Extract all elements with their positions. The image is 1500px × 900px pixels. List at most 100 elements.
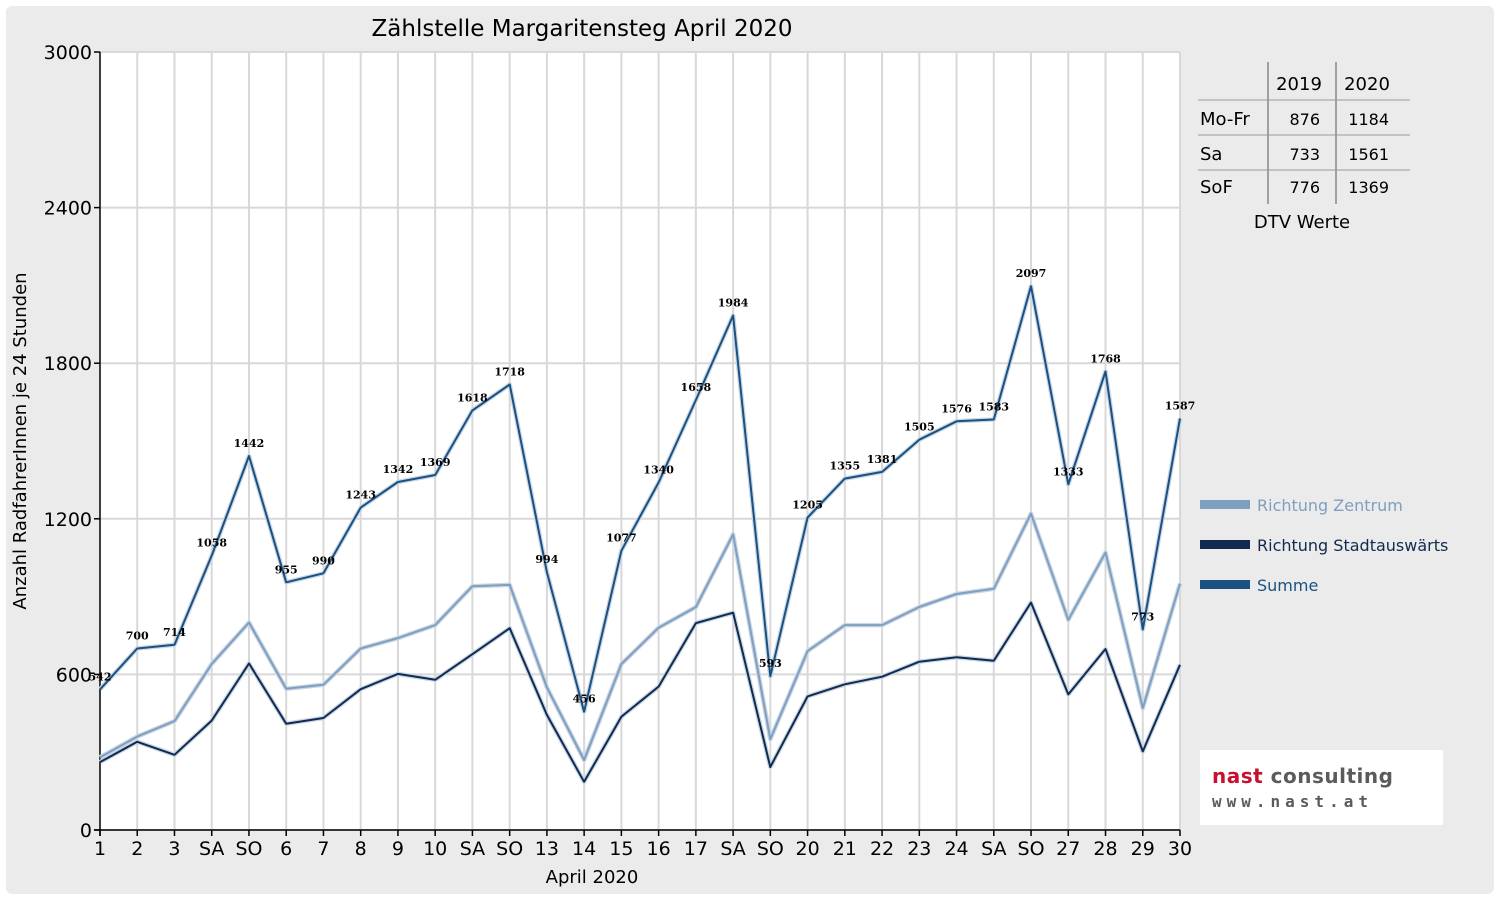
logo-name-part1: nast [1212,764,1264,788]
y-tick-label: 0 [80,820,92,842]
data-label: 1587 [1165,399,1196,412]
x-tick-label: 30 [1168,838,1192,860]
x-tick-label: 24 [944,838,968,860]
data-label: 1340 [643,463,674,476]
x-tick-label: 16 [647,838,671,860]
y-tick-label: 3000 [44,42,92,64]
data-label: 456 [573,693,596,706]
dtv-cell: 876 [1289,110,1320,129]
data-label: 542 [89,670,112,683]
data-label: 1768 [1090,352,1121,365]
legend: Richtung Zentrum Richtung Stadtauswärts … [1200,496,1448,595]
series-line-zentrum [99,512,1181,761]
data-label: 1381 [867,453,898,466]
x-tick-label: 13 [535,838,559,860]
data-label: 1984 [718,296,749,309]
x-tick-label: SA [199,838,224,860]
x-tick-label: 15 [609,838,633,860]
dtv-table: 2019 2020 Mo-Fr 876 1184 Sa 733 1561 SoF… [1198,62,1410,233]
dtv-cell: 776 [1289,178,1320,197]
dtv-cell: 733 [1289,145,1320,164]
x-tick-label: 14 [572,838,596,860]
axes [94,51,1181,836]
legend-label-summe: Summe [1257,576,1318,595]
chart-title: Zählstelle Margaritensteg April 2020 [372,16,793,42]
company-logo: nast consulting www.nast.at [1200,750,1443,825]
data-label: 773 [1131,611,1154,624]
x-tick-label: SO [757,838,784,860]
data-label: 1077 [606,532,637,545]
data-label: 1658 [681,381,712,394]
data-label: 1576 [941,402,972,415]
y-axis-title: Anzahl RadfahrerInnen je 24 Stunden [10,272,31,609]
dtv-header-2020: 2020 [1344,74,1390,95]
dtv-row-label: Sa [1200,144,1222,165]
logo-name: nast consulting [1212,764,1393,788]
y-tick-labels: 0 600 1200 1800 2400 3000 [44,42,92,842]
data-label: 1618 [457,391,488,404]
y-tick-label: 1800 [44,353,92,375]
x-tick-label: 8 [355,838,367,860]
dtv-row-label: SoF [1200,177,1233,198]
data-label: 2097 [1016,267,1047,280]
dtv-cell: 1561 [1348,145,1389,164]
data-label: 994 [535,553,558,566]
x-tick-label: 21 [833,838,857,860]
data-label: 1333 [1053,465,1084,478]
x-tick-label: SO [1018,838,1045,860]
data-label: 1342 [383,463,414,476]
x-tick-label: 28 [1093,838,1117,860]
x-tick-label: SA [720,838,745,860]
data-label: 1369 [420,456,451,469]
y-tick-label: 2400 [44,198,92,220]
dtv-cell: 1369 [1348,178,1389,197]
x-tick-label: 6 [280,838,292,860]
y-tick-label: 1200 [44,509,92,531]
x-tick-label: 22 [870,838,894,860]
data-label: 700 [126,629,149,642]
series-line-stadtauswaerts [99,601,1181,783]
x-tick-label: SO [235,838,262,860]
dtv-caption: DTV Werte [1254,212,1350,233]
x-tick-label: 17 [684,838,708,860]
legend-label-stadtauswaerts: Richtung Stadtauswärts [1257,536,1448,555]
legend-swatch-stadtauswaerts [1200,540,1250,549]
x-tick-label: 2 [131,838,143,860]
series-line-summe [99,285,1181,713]
x-tick-label: 27 [1056,838,1080,860]
y-tick-label: 600 [56,664,92,686]
data-label: 1505 [904,421,935,434]
x-tick-label: SO [496,838,523,860]
x-tick-label: 23 [907,838,931,860]
x-tick-label: 20 [795,838,819,860]
x-tick-label: 7 [317,838,329,860]
x-axis-title: April 2020 [546,867,639,888]
legend-swatch-summe [1200,580,1250,589]
x-tick-label: 3 [168,838,180,860]
x-tick-label: SA [981,838,1006,860]
dtv-cell: 1184 [1348,110,1389,129]
data-label: 1243 [345,489,376,502]
data-label: 955 [275,563,298,576]
data-label: 714 [163,626,186,639]
data-label: 1583 [978,400,1009,413]
legend-label-zentrum: Richtung Zentrum [1257,496,1403,515]
data-label: 990 [312,554,335,567]
x-tick-label: 1 [94,838,106,860]
data-label: 1442 [234,437,265,450]
data-label: 593 [759,657,782,670]
x-tick-labels: 1 2 3 SA SO 6 7 8 9 10 SA SO 13 14 15 16 17 SA SO 20 21 22 23 2… [94,838,1192,860]
logo-url: www.nast.at [1212,792,1373,811]
data-label: 1058 [196,537,227,550]
x-tick-label: 10 [423,838,447,860]
x-tick-label: 29 [1131,838,1155,860]
data-label: 1205 [792,499,823,512]
series-lines [98,283,1183,785]
x-tick-label: SA [460,838,485,860]
legend-swatch-zentrum [1200,500,1250,509]
data-labels: 542 700 714 1058 1442 955 990 1243 1342 1369 1618 1… [89,267,1196,706]
dtv-header-2019: 2019 [1276,74,1322,95]
data-label: 1355 [830,460,861,473]
logo-name-part2: consulting [1263,764,1394,788]
